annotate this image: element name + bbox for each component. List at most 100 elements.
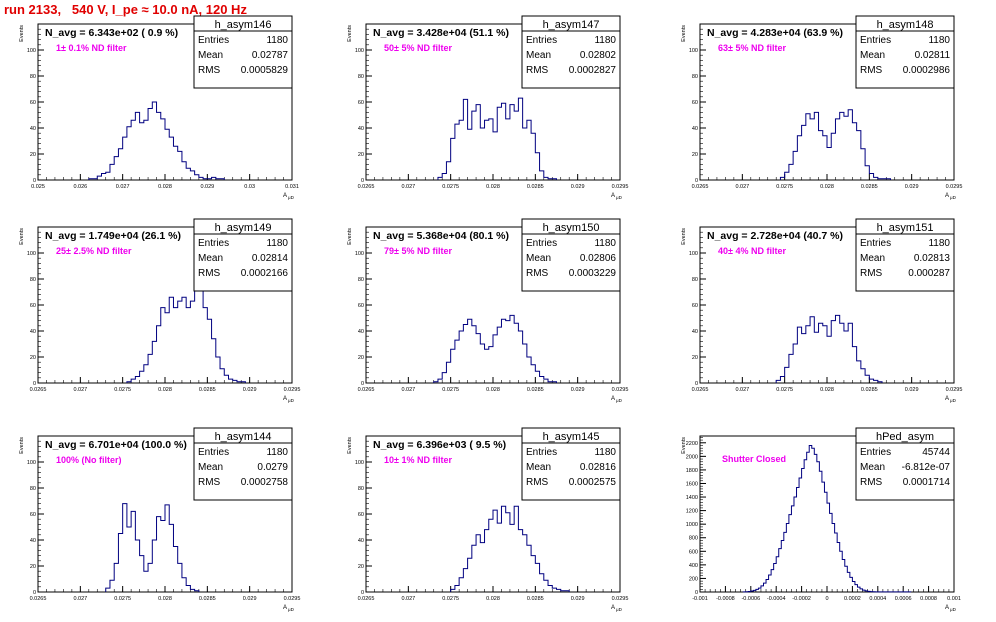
stats-box-frame [855, 15, 955, 89]
histogram-bin [123, 504, 127, 592]
x-axis-label: A [611, 605, 615, 611]
x-tick-label: 0.028 [486, 596, 500, 602]
histogram-bin [793, 151, 797, 180]
y-tick-label: 100 [27, 251, 36, 257]
x-tick-label: 0.027 [401, 184, 415, 190]
histogram-bin [807, 452, 810, 592]
x-tick-label: 0.0275 [776, 184, 793, 190]
x-tick-label: 0.0285 [861, 387, 878, 393]
histogram-bin [135, 112, 139, 180]
histogram-series [437, 97, 557, 180]
y-tick-label: 80 [30, 74, 36, 80]
stats-value-rms: 0.0002986 [903, 65, 951, 76]
histogram-bin [182, 578, 186, 592]
stats-value-mean: 0.02811 [915, 50, 951, 61]
stats-title: h_asym144 [215, 431, 272, 443]
y-axis-label: Events [681, 228, 687, 245]
stats-label-rms: RMS [198, 268, 221, 279]
x-tick-label: 0.0275 [442, 596, 459, 602]
histogram-bin [476, 535, 480, 592]
x-tick-label: 0.0285 [527, 387, 544, 393]
histogram-bin [169, 297, 173, 383]
histogram-bin [190, 301, 194, 383]
stats-title: h_asym147 [543, 19, 600, 31]
histogram-bin [485, 349, 489, 383]
histogram-bin [476, 105, 480, 180]
x-tick-label: -0.0008 [716, 596, 735, 602]
histogram-bin [544, 379, 548, 383]
histogram-bin [797, 136, 801, 180]
y-axis-label: Events [681, 437, 687, 454]
histogram-bin [806, 114, 810, 180]
y-tick-label: 40 [692, 329, 698, 335]
stats-title: h_asym148 [877, 19, 934, 31]
x-tick-label: 0.026 [73, 184, 87, 190]
panel-header: N_avg = 6.701e+04 (100.0 %) [45, 439, 187, 451]
histogram-bin [785, 367, 789, 383]
y-axis-label: Events [347, 228, 353, 245]
x-tick-label: 0 [825, 596, 828, 602]
histogram-bin [455, 124, 459, 180]
histogram-bin [510, 105, 514, 180]
histogram-bin [812, 448, 815, 592]
histogram-bin [540, 377, 544, 384]
x-tick-label: 0.028 [486, 387, 500, 393]
histogram-bin [552, 588, 556, 592]
histogram-bin [527, 545, 531, 592]
stats-box: h_asym150 Entries 1180 Mean 0.02806 RMS 0.0003… [521, 218, 621, 292]
histogram-bin [823, 326, 827, 383]
y-tick-label: 20 [30, 564, 36, 570]
histogram-bin [182, 297, 186, 383]
y-tick-label: 40 [30, 329, 36, 335]
x-tick-label: 0.028 [820, 184, 834, 190]
histogram-bin [844, 116, 848, 180]
histogram-bin [144, 365, 148, 383]
histogram-bin [220, 369, 224, 383]
x-tick-label: 0.0275 [114, 596, 131, 602]
histogram-bin [459, 578, 463, 592]
stats-value-rms: 0.0002166 [241, 268, 289, 279]
histogram-bin [190, 171, 194, 180]
histogram-bin [802, 334, 806, 383]
x-axis-label-subscript: μD [950, 195, 957, 200]
y-tick-label: 100 [355, 48, 364, 54]
stats-value-rms: 0.000287 [908, 268, 950, 279]
histogram-bin [489, 519, 493, 592]
stats-box-frame [193, 15, 293, 89]
filter-annotation: 25± 2.5% ND filter [56, 246, 132, 256]
x-tick-label: 0.027 [73, 387, 87, 393]
stats-box: h_asym151 Entries 1180 Mean 0.02813 RMS 0.0002… [855, 218, 955, 292]
histogram-bin [173, 308, 177, 383]
stats-label-entries: Entries [526, 447, 557, 458]
stats-value-entries: 1180 [266, 35, 288, 46]
stats-value-entries: 1180 [266, 447, 288, 458]
histogram-bin [824, 492, 827, 592]
x-tick-label: 0.0275 [776, 387, 793, 393]
histogram-bin [135, 540, 139, 592]
histogram-bin [157, 517, 161, 592]
histogram-bin [131, 511, 135, 592]
histogram-bin [152, 540, 156, 592]
x-tick-label: 0.0265 [30, 387, 47, 393]
stats-title: hPed_asym [876, 431, 934, 443]
y-tick-label: 80 [358, 486, 364, 492]
y-axis-label: Events [19, 25, 25, 42]
histogram-bin [144, 571, 148, 592]
histogram-bin [212, 339, 216, 383]
x-tick-label: 0.027 [735, 184, 749, 190]
x-tick-label: 0.0002 [844, 596, 861, 602]
histogram-series [779, 109, 891, 180]
histogram-bin [178, 301, 182, 383]
stats-box: hPed_asym Entries 45744 Mean -6.812e-07 RMS 0.… [855, 427, 955, 501]
histogram-bin [827, 148, 831, 181]
y-tick-label: 1600 [686, 481, 698, 487]
histogram-bin [144, 120, 148, 180]
stats-box-frame [855, 218, 955, 292]
histogram-bin [506, 119, 510, 180]
page-title: run 2133, 540 V, I_pe ≈ 10.0 nA, 120 Hz [4, 2, 247, 17]
histogram-bin [510, 524, 514, 592]
histogram-bin [791, 506, 794, 592]
y-tick-label: 0 [361, 381, 364, 387]
stats-box: h_asym146 Entries 1180 Mean 0.02787 RMS 0.0005… [193, 15, 293, 89]
